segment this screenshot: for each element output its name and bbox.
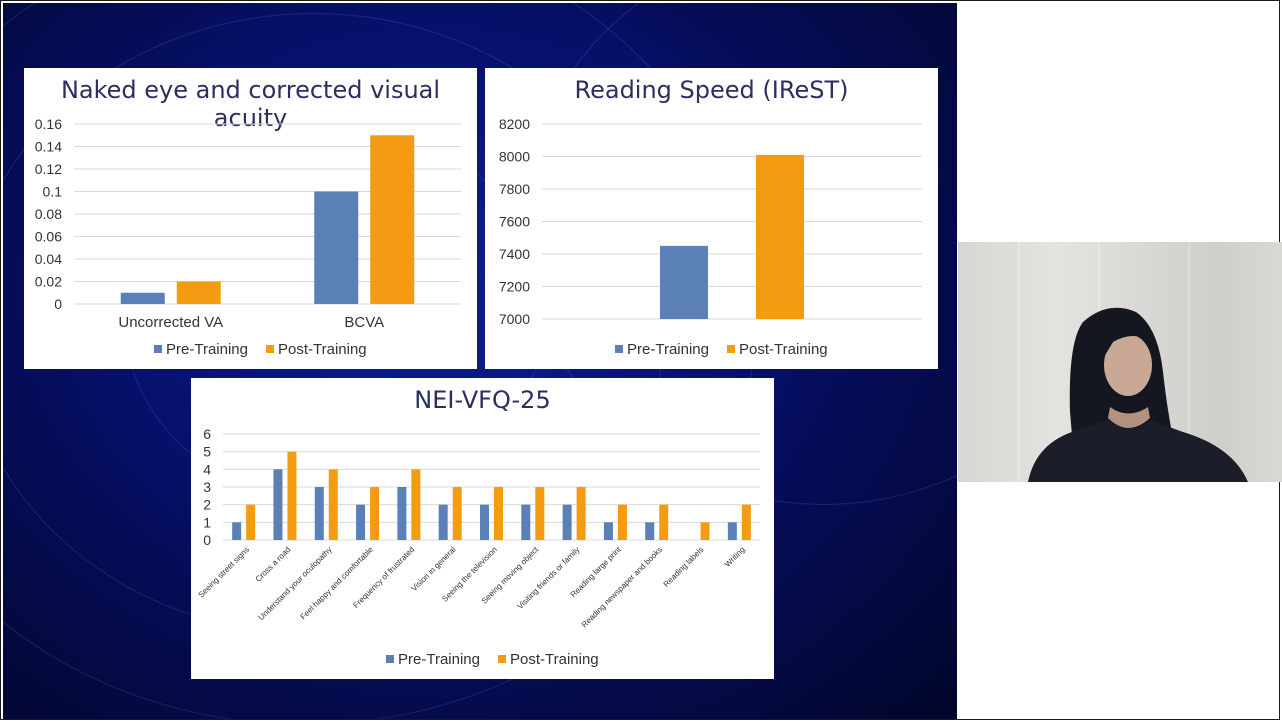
bar — [314, 191, 359, 304]
bar — [397, 487, 407, 540]
bar — [480, 504, 489, 540]
y-tick-label: 3 — [203, 479, 211, 495]
x-tick-label: Writing — [723, 545, 747, 569]
y-tick-label: 7200 — [499, 279, 530, 295]
legend-swatch-post — [266, 345, 274, 353]
bar — [120, 292, 165, 304]
bar — [356, 504, 366, 540]
y-tick-label: 7600 — [499, 214, 530, 230]
legend-swatch-pre — [615, 345, 623, 353]
y-tick-label: 0.04 — [35, 251, 62, 267]
bar — [370, 487, 380, 540]
bar — [494, 487, 503, 540]
y-tick-label: 0.06 — [35, 229, 62, 245]
y-tick-label: 0 — [54, 296, 62, 312]
y-tick-label: 6 — [203, 426, 211, 442]
chart-canvas: 0 12 3 45 6 Seeing street signs Cross a roadUn… — [197, 426, 760, 668]
y-tick-label: 5 — [203, 444, 211, 460]
bar — [246, 504, 256, 540]
x-tick-label: Feel happy and comfortable — [299, 545, 376, 622]
reading-speed-chart: Reading Speed (IReST) 7000 7200 7400 7600 78… — [485, 68, 938, 369]
bar — [727, 522, 737, 540]
y-tick-label: 8200 — [499, 116, 530, 132]
chart-title: Reading Speed (IReST) — [574, 76, 849, 104]
bar — [603, 522, 613, 540]
bar — [645, 522, 655, 540]
nei-vfq-25-chart: NEI-VFQ-25 0 1 2 3 4 5 6 Seeing street signs Cro… — [191, 378, 774, 679]
y-tick-label: 2 — [203, 497, 211, 513]
legend-swatch-post — [498, 655, 506, 663]
bar — [328, 469, 338, 540]
bar — [273, 469, 283, 540]
bar — [700, 522, 710, 540]
legend-label-post: Post-Training — [510, 651, 599, 668]
legend-label-pre: Pre-Training — [398, 651, 480, 668]
bar — [576, 487, 586, 540]
wall-stripe — [1018, 242, 1020, 482]
x-tick-label: BCVA — [344, 314, 384, 331]
y-tick-label: 0.14 — [35, 139, 62, 155]
bar — [232, 522, 242, 540]
y-tick-label: 4 — [203, 461, 211, 477]
y-tick-label: 0 — [203, 532, 211, 548]
y-tick-label: 7800 — [499, 181, 530, 197]
bar — [660, 245, 708, 319]
bar — [287, 451, 297, 540]
x-tick-label: Understand your oculopathy — [257, 545, 334, 622]
legend-swatch-pre — [386, 655, 394, 663]
bar — [756, 154, 804, 319]
bar — [741, 504, 751, 540]
y-tick-label: 8000 — [499, 149, 530, 165]
y-tick-label: 0.08 — [35, 206, 62, 222]
y-tick-label: 0.02 — [35, 274, 62, 290]
legend-label-post: Post-Training — [278, 341, 367, 358]
x-tick-label: Cross a road — [254, 545, 293, 584]
y-tick-label: 0.1 — [43, 184, 63, 200]
chart-canvas: 7000 7200 7400 7600 7800 8000 8200 Pre-Training… — [499, 116, 922, 358]
bar — [314, 487, 324, 540]
chart-title: NEI-VFQ-25 — [414, 386, 551, 414]
bar — [438, 504, 448, 540]
y-tick-label: 1 — [203, 514, 211, 530]
y-tick-label: 7400 — [499, 246, 530, 262]
legend-swatch-post — [727, 345, 735, 353]
legend-label-pre: Pre-Training — [627, 341, 709, 358]
participant-video-feed — [958, 242, 1282, 482]
bar — [535, 487, 545, 540]
legend-swatch-pre — [154, 345, 162, 353]
bar — [370, 135, 415, 304]
bar — [659, 504, 669, 540]
legend-label-post: Post-Training — [739, 341, 828, 358]
y-tick-label: 0.16 — [35, 116, 62, 132]
x-tick-label: Reading labels — [662, 545, 706, 589]
bar — [562, 504, 572, 540]
x-tick-label: Seeing street signs — [197, 545, 251, 599]
chart-title: Naked eye and corrected visual acuity — [60, 76, 441, 132]
bar — [411, 469, 421, 540]
bar — [521, 504, 531, 540]
participant-person-icon — [1028, 307, 1248, 482]
bar — [617, 504, 627, 540]
chart-canvas: 0 0.02 0.04 0.06 0.08 0.1 0.12 0.14 0.16 Uncorrec… — [35, 116, 461, 358]
bar — [176, 281, 221, 304]
bar — [452, 487, 462, 540]
y-tick-label: 7000 — [499, 311, 530, 327]
y-tick-label: 0.12 — [35, 161, 62, 177]
x-tick-label: Reading newspaper and books — [580, 545, 664, 629]
legend-label-pre: Pre-Training — [166, 341, 248, 358]
wall-stripe — [1188, 242, 1190, 482]
x-tick-label: Uncorrected VA — [118, 314, 223, 331]
